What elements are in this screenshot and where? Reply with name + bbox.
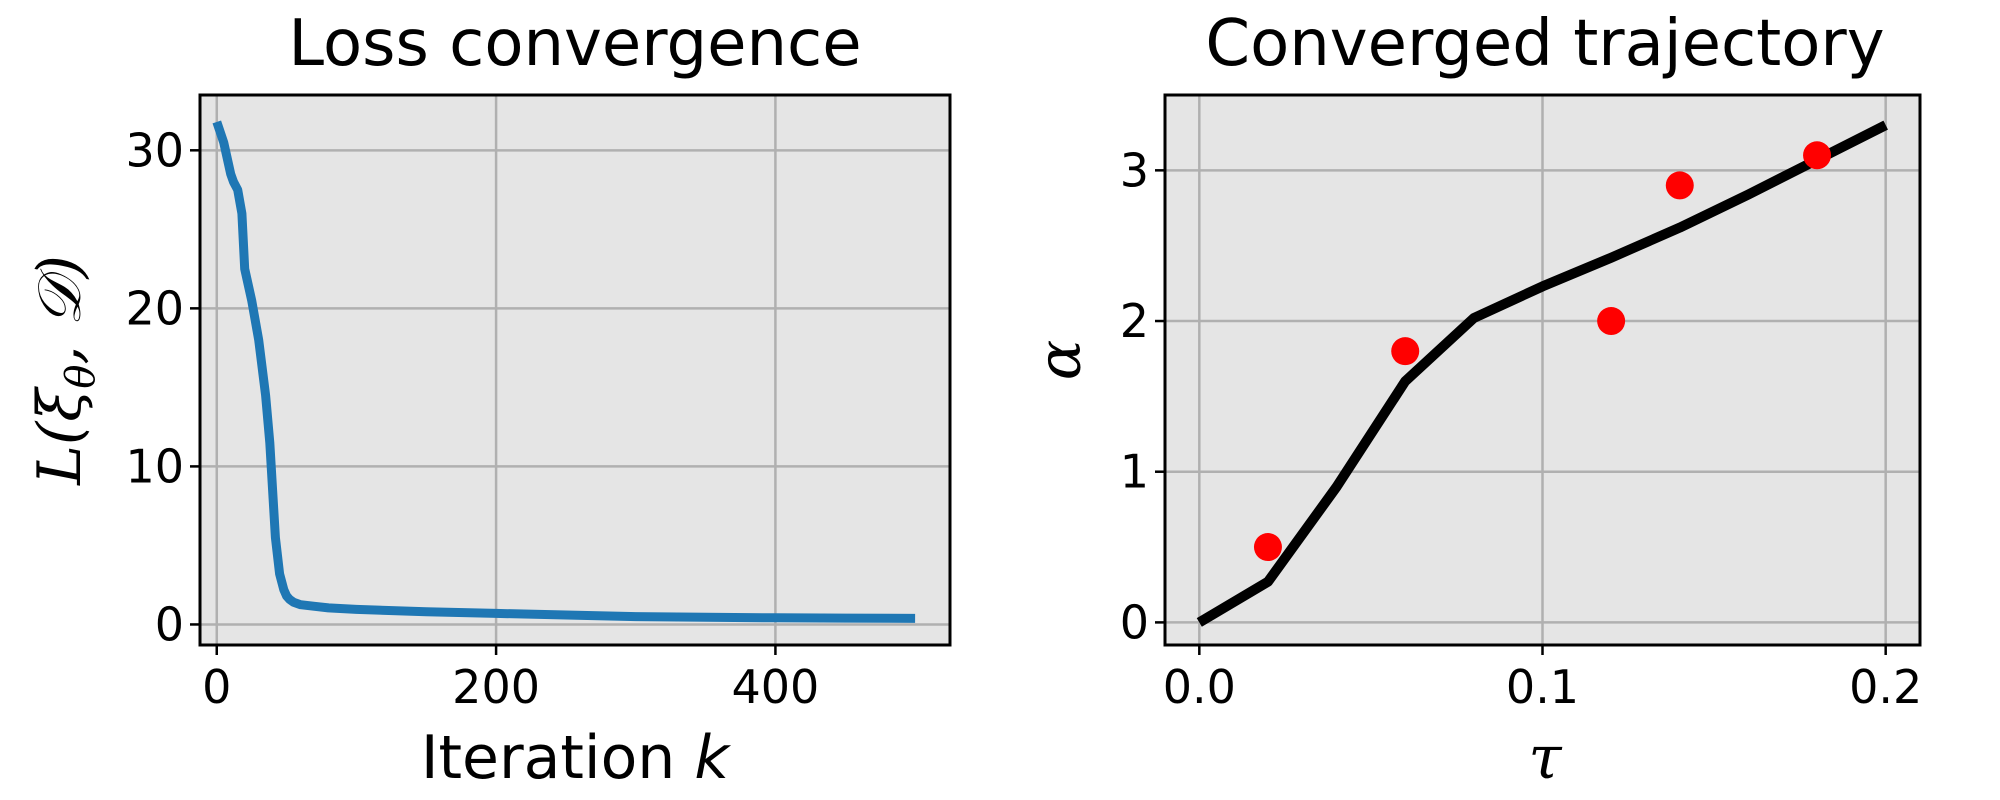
loss-chart-title: Loss convergence xyxy=(288,7,861,81)
y-tick-label: 1 xyxy=(1120,445,1149,499)
y-tick-label: 0 xyxy=(1120,595,1149,649)
y-tick-label: 2 xyxy=(1120,294,1149,348)
trajectory-chart-title: Converged trajectory xyxy=(1205,7,1884,81)
trajectory-gridlines xyxy=(1165,95,1920,645)
observation-points xyxy=(1253,141,1832,562)
x-tick-label: 400 xyxy=(732,660,820,714)
observation-point xyxy=(1391,337,1420,366)
trajectory-ticks: 0.0 0.1 0.2 0 1 2 3 xyxy=(1120,143,1923,714)
loss-y-axis-label: L(ξθ, 𝒟) xyxy=(25,255,104,486)
observation-point xyxy=(1597,307,1626,336)
x-tick-label: 0 xyxy=(202,660,231,714)
loss-x-axis-label-text: Iteration xyxy=(421,723,695,793)
loss-x-axis-label: Iteration k xyxy=(421,723,732,793)
observation-point xyxy=(1665,171,1694,200)
y-tick-label: 10 xyxy=(125,439,184,493)
trajectory-panel: Converged trajectory 0.0 0.1 0.2 0 1 2 3 τ α xyxy=(1025,7,1922,793)
y-tick-label: 20 xyxy=(125,281,184,335)
x-tick-label: 0.2 xyxy=(1849,660,1922,714)
x-tick-label: 0.0 xyxy=(1163,660,1236,714)
loss-y-axis-label-rest: , 𝒟) xyxy=(25,255,95,364)
loss-ticks: 0 200 400 0 10 20 30 xyxy=(125,123,819,714)
loss-panel: Loss convergence 0 200 400 0 10 20 30 Iteratio… xyxy=(25,7,952,793)
observation-point xyxy=(1253,533,1282,562)
x-tick-label: 200 xyxy=(452,660,540,714)
loss-y-axis-label-L: L(ξ xyxy=(25,386,95,486)
trajectory-curve xyxy=(1196,120,1888,627)
loss-plot-frame xyxy=(198,93,952,647)
x-tick-label: 0.1 xyxy=(1506,660,1579,714)
loss-plot-background xyxy=(200,95,950,645)
trajectory-x-axis-label: τ xyxy=(1528,723,1562,793)
y-tick-label: 0 xyxy=(155,597,184,651)
y-tick-label: 3 xyxy=(1120,143,1149,197)
trajectory-y-axis-label: α xyxy=(1025,340,1095,381)
loss-y-axis-label-sub: θ xyxy=(58,365,104,389)
loss-x-axis-label-var: k xyxy=(694,723,731,793)
loss-curve xyxy=(212,120,916,623)
loss-gridlines xyxy=(200,95,950,645)
y-tick-label: 30 xyxy=(125,123,184,177)
observation-point xyxy=(1803,141,1832,170)
